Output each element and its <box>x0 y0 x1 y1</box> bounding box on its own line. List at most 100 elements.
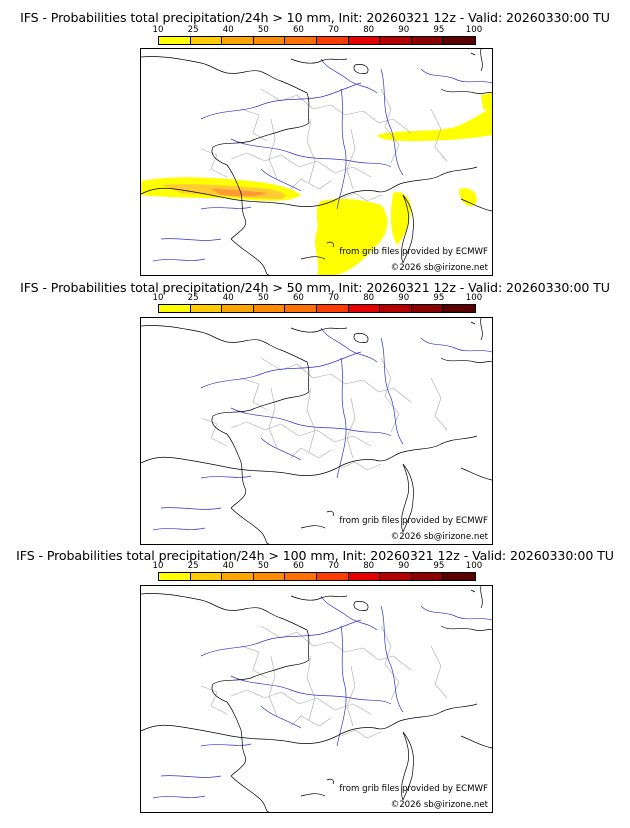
colorbar-cell <box>411 573 444 580</box>
coastline <box>401 194 414 264</box>
colorbar-cell <box>285 573 317 580</box>
colorbar-cell <box>222 37 254 44</box>
colorbar-ticks: 10 25 40 50 60 70 80 90 95 100 <box>153 561 483 572</box>
colorbar-tick-label: 25 <box>187 293 199 303</box>
admin-border <box>380 357 448 433</box>
river <box>230 675 392 705</box>
colorbar-tick-label: 90 <box>398 561 410 571</box>
river <box>320 58 378 94</box>
map-100mm[interactable]: from grib files provided by ECMWF ©2026 … <box>140 585 493 813</box>
coastline <box>300 778 334 797</box>
admin-border <box>240 108 332 190</box>
map-france <box>141 49 492 275</box>
coastline <box>401 463 414 533</box>
colorbar-tick-label: 50 <box>257 293 269 303</box>
coastline <box>440 88 492 212</box>
coastline <box>230 775 270 812</box>
coastline <box>141 56 310 240</box>
colorbar-ticks: 10 25 40 50 60 70 80 90 95 100 <box>153 25 483 36</box>
colorbar-tick-label: 100 <box>465 293 483 303</box>
admin-border <box>200 148 382 202</box>
precip-area <box>211 189 267 197</box>
coastline <box>230 238 270 275</box>
coastline <box>141 703 478 744</box>
admin-border <box>268 387 356 459</box>
river <box>230 138 392 168</box>
copyright-credit: ©2026 sb@irizone.net <box>390 263 488 273</box>
colorbar-cell <box>380 573 412 580</box>
admin-border <box>268 655 356 727</box>
river <box>336 625 347 747</box>
colorbar-cell <box>316 305 349 312</box>
admin-border <box>200 417 382 471</box>
colorbar-tick-label: 25 <box>187 25 199 35</box>
admin-border <box>260 357 412 403</box>
colorbar-tick-label: 10 <box>152 561 164 571</box>
coastline <box>141 325 310 509</box>
coastline <box>401 731 414 801</box>
coastline <box>470 586 483 609</box>
colorbar-cell <box>222 573 254 580</box>
colorbar-cell <box>411 305 444 312</box>
precip-area <box>377 107 492 141</box>
river <box>200 705 302 747</box>
colorbar-cell <box>253 37 286 44</box>
colorbar-cell <box>253 305 286 312</box>
admin-border <box>260 88 412 134</box>
coastline <box>141 593 310 777</box>
colorbar-tick-label: 100 <box>465 561 483 571</box>
river <box>420 68 492 84</box>
colorbar-cell <box>411 37 444 44</box>
colorbar-tick-label: 80 <box>363 25 375 35</box>
copyright-credit: ©2026 sb@irizone.net <box>390 532 488 542</box>
colorbar-tick-label: 80 <box>363 561 375 571</box>
colorbar-bar <box>158 572 476 581</box>
source-credit: from grib files provided by ECMWF <box>339 784 488 794</box>
coastline <box>230 507 270 544</box>
colorbar-cell <box>316 573 349 580</box>
colorbar-tick-label: 95 <box>433 561 445 571</box>
admin-border <box>380 88 448 164</box>
colorbar-cell <box>348 305 381 312</box>
colorbar-cell <box>316 37 349 44</box>
admin-border <box>200 685 382 739</box>
colorbar-cell <box>159 573 191 580</box>
colorbar-tick-label: 70 <box>328 293 340 303</box>
colorbar-tick-label: 60 <box>292 293 304 303</box>
colorbar-cell <box>348 573 381 580</box>
colorbar-tick-label: 40 <box>222 561 234 571</box>
river <box>336 88 347 210</box>
admin-border <box>240 377 332 459</box>
map-50mm[interactable]: from grib files provided by ECMWF ©2026 … <box>140 317 493 545</box>
colorbar-cell <box>253 573 286 580</box>
coastline <box>470 318 483 341</box>
colorbar-ticks: 10 25 40 50 60 70 80 90 95 100 <box>153 293 483 304</box>
admin-border <box>380 625 448 701</box>
river <box>230 407 392 437</box>
source-credit: from grib files provided by ECMWF <box>339 247 488 257</box>
river <box>152 775 222 799</box>
colorbar-cell <box>190 573 223 580</box>
colorbar-tick-label: 50 <box>257 561 269 571</box>
copyright-credit: ©2026 sb@irizone.net <box>390 800 488 810</box>
admin-border <box>230 421 372 447</box>
river <box>200 437 302 479</box>
coastline <box>300 241 334 260</box>
colorbar-cell <box>380 305 412 312</box>
coastline <box>300 510 334 529</box>
colorbar-cell <box>159 37 191 44</box>
colorbar-tick-label: 25 <box>187 561 199 571</box>
map-france <box>141 318 492 544</box>
map-10mm[interactable]: from grib files provided by ECMWF ©2026 … <box>140 48 493 276</box>
panel-title: IFS - Probabilities total precipitation/… <box>20 10 610 25</box>
admin-border <box>260 625 412 671</box>
precip-area <box>459 188 477 207</box>
colorbar-tick-label: 60 <box>292 561 304 571</box>
river <box>380 337 404 445</box>
coastline <box>141 435 478 476</box>
river <box>320 327 378 363</box>
colorbar-cell <box>443 573 475 580</box>
colorbar-tick-label: 60 <box>292 25 304 35</box>
colorbar-cell <box>443 37 475 44</box>
river <box>380 68 404 176</box>
